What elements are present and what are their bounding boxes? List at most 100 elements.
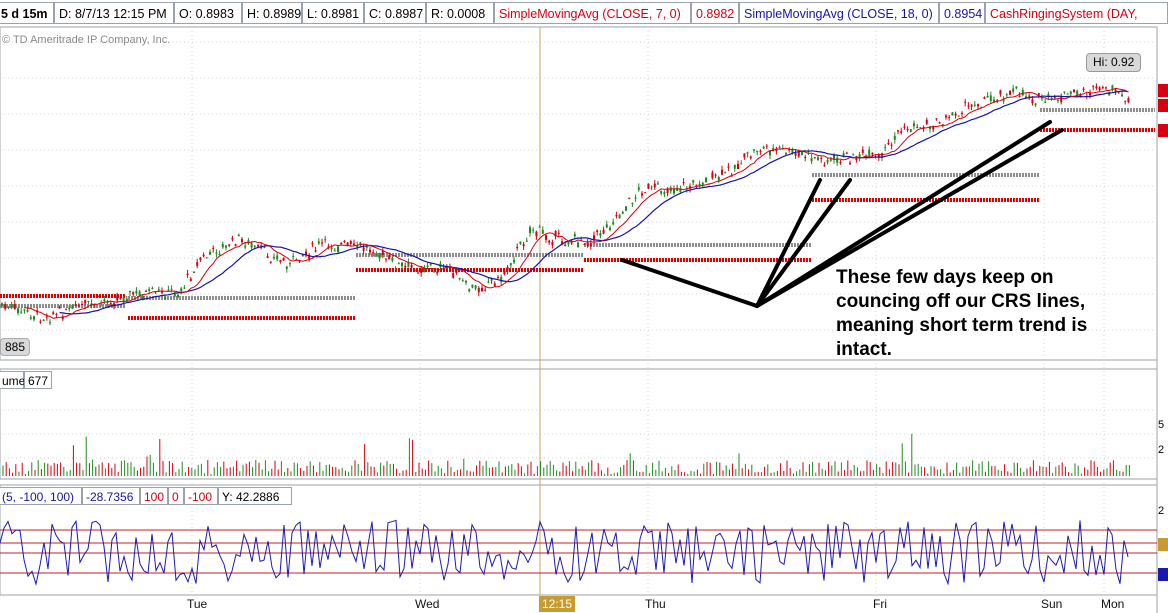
candle-body [849, 162, 851, 165]
candle-body [663, 192, 666, 195]
candle-body [711, 172, 714, 179]
candle-body [657, 183, 659, 185]
candle-body [948, 116, 951, 118]
candle-body [903, 126, 906, 128]
candle-body [989, 95, 992, 101]
candle-body [132, 292, 135, 295]
candle-body [161, 291, 163, 293]
candle-body [951, 112, 954, 116]
candle-body [433, 271, 435, 273]
candle-body [804, 157, 807, 159]
candle-body [404, 265, 407, 268]
grid-lines [0, 27, 1157, 595]
candle-body [1021, 90, 1024, 96]
candle-body [109, 303, 112, 305]
oscillator-lower: -100 [184, 487, 218, 505]
candle-body [209, 251, 211, 255]
candle-body [1127, 98, 1130, 103]
candle-body [833, 155, 835, 160]
candle-body [77, 305, 80, 307]
annotation-line-4: intact. [836, 339, 892, 360]
candle-body [186, 273, 189, 275]
candle-body [820, 157, 823, 159]
candle-body [81, 304, 83, 306]
candle-body [394, 269, 397, 271]
candle-body [359, 242, 362, 245]
candle-body [324, 239, 327, 241]
candle-body [253, 245, 256, 247]
candle-body [276, 255, 279, 260]
sma18-study-label[interactable]: SimpleMovingAvg (CLOSE, 18, 0) [739, 2, 939, 24]
candle-body [202, 254, 205, 257]
oscillator-zero: 0 [168, 487, 184, 505]
oscillator-value: -28.7356 [82, 487, 140, 505]
close-readout: C: 0.8987 [364, 2, 426, 24]
candle-body [372, 251, 375, 253]
candle-body [205, 257, 208, 259]
candle-body [730, 175, 733, 177]
candle-body [388, 255, 391, 260]
volume-label: ume [0, 371, 25, 389]
candle-body [71, 304, 74, 309]
volume-panel[interactable] [0, 368, 1158, 480]
candle-body [103, 299, 106, 302]
candle-body [375, 254, 378, 256]
candle-body [986, 95, 989, 98]
candle-body [452, 273, 455, 278]
candle-body [890, 144, 893, 146]
candle-body [455, 268, 458, 274]
candle-body [887, 142, 890, 144]
candle-body [509, 263, 512, 266]
candle-body [858, 154, 861, 159]
candle-body [17, 308, 19, 314]
candle-body [929, 126, 931, 130]
candle-body [401, 262, 403, 267]
candle-body [823, 165, 826, 167]
candle-body [257, 244, 259, 247]
candle-body [535, 231, 538, 237]
candle-body [909, 129, 912, 132]
candle-body [855, 156, 858, 161]
candle-body [13, 303, 16, 310]
candle-body [957, 115, 960, 117]
period-label[interactable]: 5 d 15m [0, 2, 54, 24]
candle-body [269, 261, 272, 263]
candle-body [55, 313, 58, 315]
high-marker-badge: Hi: 0.92 [1086, 53, 1142, 72]
candle-body [4, 304, 7, 310]
volume-bars [2, 433, 1130, 476]
price-panel[interactable] [0, 26, 1158, 361]
candle-body [954, 113, 957, 116]
crs-study-label[interactable]: CashRingingSystem (DAY, [985, 2, 1168, 24]
candle-body [183, 287, 186, 289]
candle-body [356, 245, 359, 249]
candle-body [737, 163, 739, 169]
day-label-sun: Sun [1041, 597, 1063, 611]
candle-body [516, 246, 519, 249]
candle-body [1060, 96, 1063, 103]
candle-body [436, 271, 439, 274]
candle-body [689, 186, 691, 189]
candle-body [58, 307, 61, 309]
candle-body [1082, 88, 1085, 90]
candle-body [1002, 98, 1005, 102]
candle-body [615, 215, 618, 217]
candle-body [506, 266, 509, 271]
candle-body [583, 243, 586, 245]
sma7-study-label[interactable]: SimpleMovingAvg (CLOSE, 7, 0) [494, 2, 691, 24]
candle-body [314, 250, 317, 252]
candle-body [580, 239, 583, 241]
candle-body [151, 288, 154, 290]
candle-body [212, 248, 215, 250]
candle-body [301, 255, 304, 257]
candle-body [845, 152, 848, 154]
candle-body [637, 187, 640, 190]
candle-body [1073, 89, 1075, 93]
candle-body [839, 161, 842, 163]
oscillator-params[interactable]: (5, -100, 100) [0, 487, 82, 505]
candle-body [449, 267, 451, 269]
candle-body [644, 192, 647, 194]
price-tag-red-3 [1158, 124, 1168, 137]
candle-body [682, 182, 685, 184]
